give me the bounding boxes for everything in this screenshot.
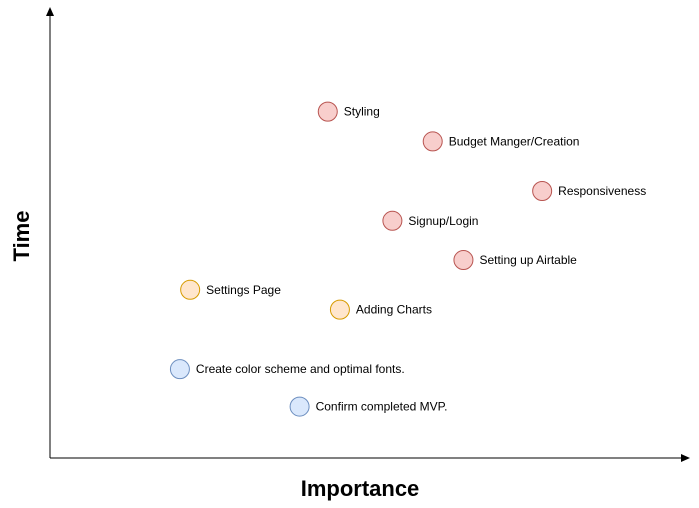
scatter-point-marker (169, 359, 190, 380)
scatter-point-label: Create color scheme and optimal fonts. (196, 362, 405, 376)
x-axis-title: Importance (301, 476, 420, 501)
scatter-point-label: Confirm completed MVP. (316, 400, 448, 414)
scatter-point-marker (532, 181, 553, 202)
scatter-point-label: Setting up Airtable (479, 253, 577, 267)
scatter-point-group: Signup/Login (382, 210, 478, 231)
scatter-point-group: Create color scheme and optimal fonts. (169, 359, 405, 380)
points-layer: Styling Budget Manger/Creation Responsiven… (169, 101, 646, 417)
scatter-point-marker (329, 299, 350, 320)
scatter-point-group: Responsiveness (532, 181, 646, 202)
scatter-point-marker (180, 279, 201, 300)
y-axis-arrow (46, 7, 54, 16)
scatter-point-group: Adding Charts (329, 299, 432, 320)
scatter-point-group: Confirm completed MVP. (289, 396, 448, 417)
scatter-point-label: Responsiveness (558, 184, 646, 198)
scatter-point-marker (382, 210, 403, 231)
scatter-point-label: Styling (344, 105, 380, 119)
x-axis-arrow (681, 454, 690, 462)
scatter-point-marker (422, 131, 443, 152)
scatter-point-group: Setting up Airtable (453, 250, 577, 271)
scatter-point-group: Settings Page (180, 279, 281, 300)
scatter-point-marker (317, 101, 338, 122)
scatter-point-label: Budget Manger/Creation (449, 134, 580, 148)
scatter-point-label: Settings Page (206, 283, 281, 297)
scatter-point-group: Budget Manger/Creation (422, 131, 580, 152)
scatter-point-group: Styling (317, 101, 380, 122)
scatter-point-marker (453, 250, 474, 271)
axes (46, 7, 690, 462)
scatter-point-label: Signup/Login (408, 214, 478, 228)
y-axis-title: Time (9, 211, 34, 262)
scatter-point-marker (289, 396, 310, 417)
scatter-point-label: Adding Charts (356, 303, 432, 317)
